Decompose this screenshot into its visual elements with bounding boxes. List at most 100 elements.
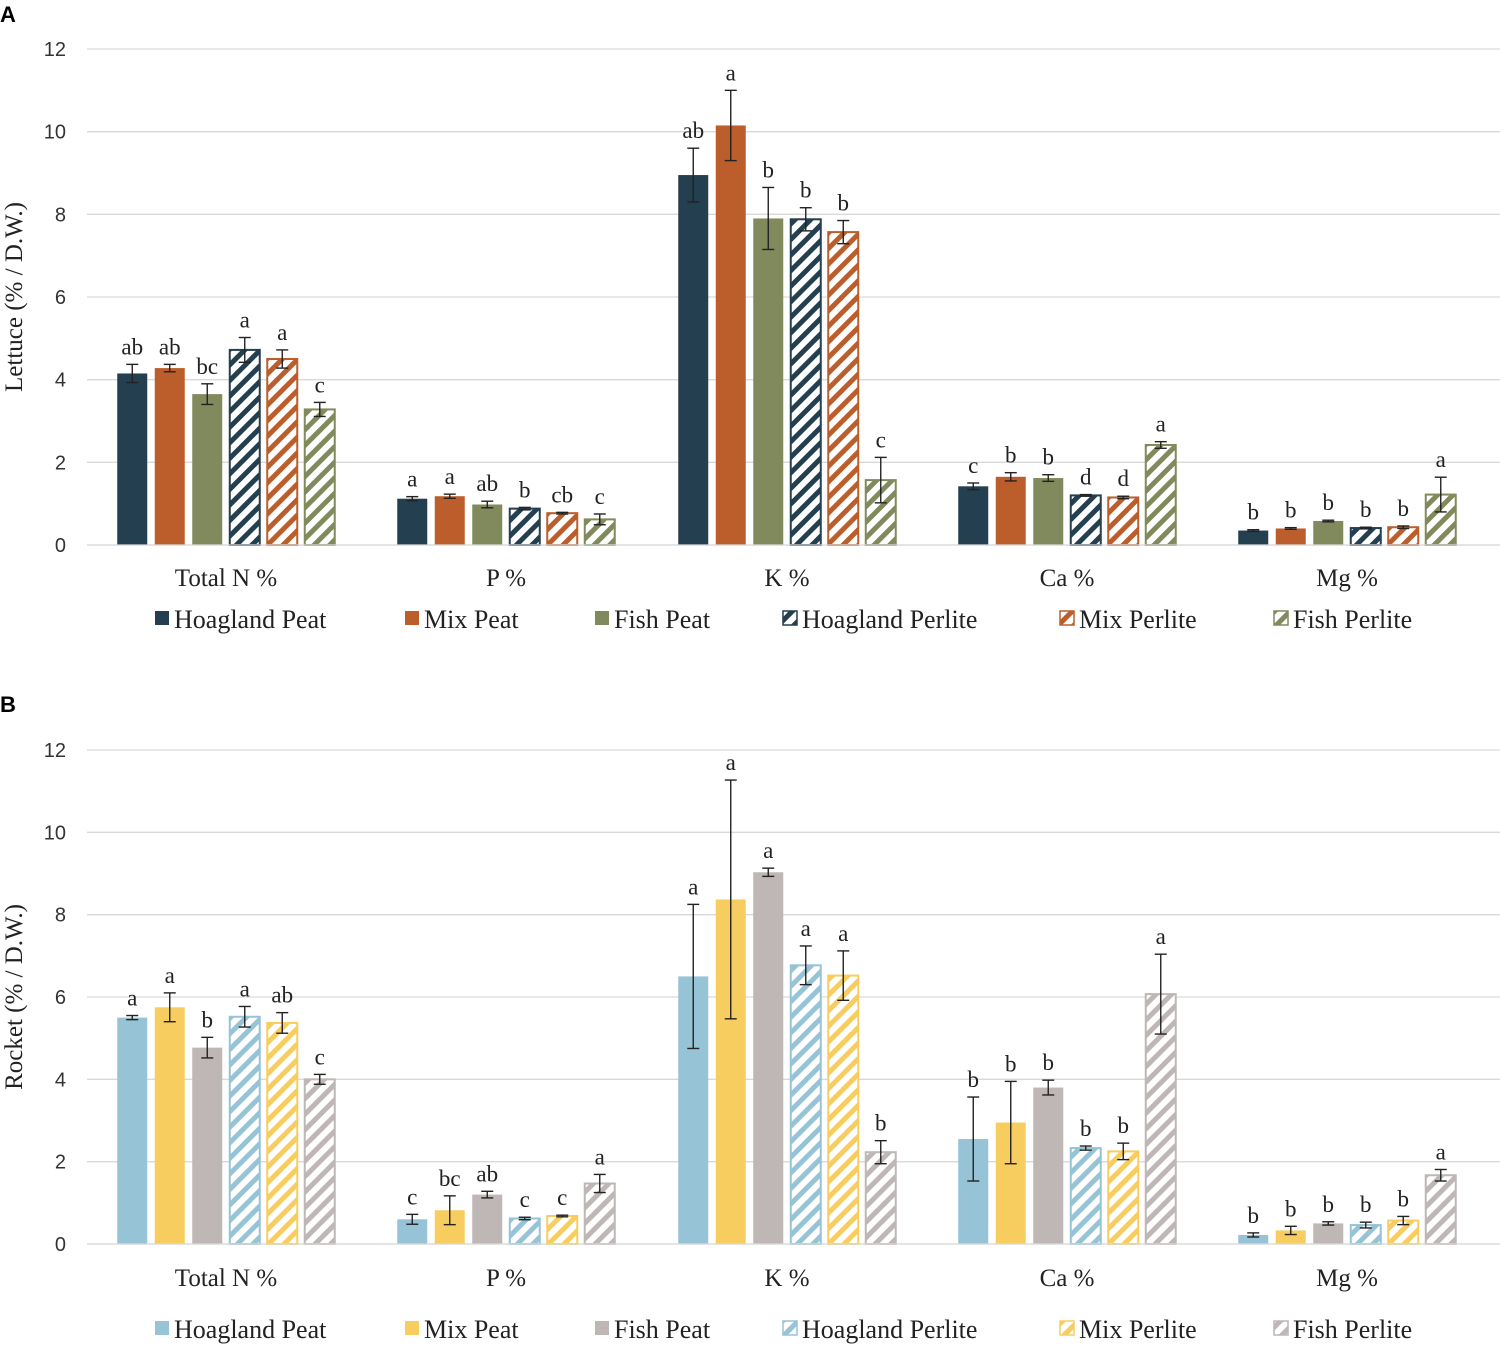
bar-hoagland-peat-mg xyxy=(1238,530,1269,545)
error-bar xyxy=(874,456,887,504)
panel-a-chart: 0 2 4 6 8 10 12 Lettuce (% / D.W.) Total N % P % K… xyxy=(1,39,1500,634)
bar-mix-perlite-k xyxy=(827,231,860,547)
bar-mix-peat-mg xyxy=(1275,528,1306,545)
significance-letter: ab xyxy=(121,334,143,359)
significance-letter: d xyxy=(1118,466,1130,491)
bar-fish-peat-k xyxy=(753,218,784,545)
legend-swatch xyxy=(595,611,609,625)
bar-fish-peat-p xyxy=(472,1194,503,1244)
error-bar xyxy=(518,506,531,511)
legend-label: Mix Peat xyxy=(424,605,519,634)
significance-letter: a xyxy=(726,750,736,775)
bar-fish-perlite-mg xyxy=(1424,1174,1457,1246)
bar-fish-peat-mg xyxy=(1313,521,1344,545)
legend-swatch xyxy=(405,1321,419,1335)
x-category-label: Ca % xyxy=(1040,1265,1095,1292)
bar-hoagland-perlite-mg xyxy=(1349,527,1382,547)
x-category-label: P % xyxy=(486,1265,526,1292)
error-bar xyxy=(238,1005,251,1028)
bar-hoagland-peat-total-n xyxy=(117,373,148,545)
error-bar xyxy=(1284,526,1297,530)
legend-swatch xyxy=(405,611,419,625)
bar-fish-peat-total-n xyxy=(192,1047,223,1244)
error-bar xyxy=(1004,1080,1017,1165)
error-bar xyxy=(1117,495,1130,500)
error-bar xyxy=(1434,476,1447,513)
bar-mix-peat-k xyxy=(715,125,746,545)
significance-letter: c xyxy=(315,1044,325,1069)
significance-letter: d xyxy=(1080,465,1092,490)
error-bar xyxy=(799,207,812,232)
significance-letter: b xyxy=(1005,443,1017,468)
y-tick-label: 0 xyxy=(55,535,66,557)
legend-item-fish-peat: Fish Peat xyxy=(595,1315,711,1344)
bar-mix-perlite-total-n xyxy=(266,1021,299,1245)
error-bar xyxy=(1042,474,1055,483)
bar-mix-perlite-k xyxy=(827,974,860,1245)
bar-mix-peat-total-n xyxy=(154,1007,185,1244)
significance-letter: a xyxy=(801,916,811,941)
significance-letter: a xyxy=(445,464,455,489)
significance-letter: c xyxy=(557,1185,567,1210)
x-category-label: K % xyxy=(764,1265,809,1292)
significance-letter: b xyxy=(1248,500,1260,525)
error-bar xyxy=(313,1073,326,1085)
error-bar xyxy=(1154,440,1167,449)
legend-label: Hoagland Peat xyxy=(174,1315,327,1344)
y-tick-label: 4 xyxy=(55,1069,66,1091)
significance-letter: b xyxy=(1118,1113,1130,1138)
significance-letter: b xyxy=(202,1007,214,1032)
error-bar xyxy=(724,779,737,1020)
bar-mix-perlite-p xyxy=(546,1215,579,1246)
bar-hoagland-perlite-p xyxy=(508,1217,541,1246)
significance-letter: ab xyxy=(159,334,181,359)
bar-fish-peat-ca xyxy=(1033,478,1064,545)
error-bar xyxy=(593,513,606,526)
bar-hoagland-peat-ca xyxy=(958,486,989,545)
significance-letter: a xyxy=(838,921,848,946)
y-tick-label: 0 xyxy=(55,1234,66,1256)
significance-letter: a xyxy=(1436,447,1446,472)
error-bar xyxy=(518,1216,531,1221)
y-tick-label: 2 xyxy=(55,452,66,474)
legend-item-fish-perlite: Fish Perlite xyxy=(1273,605,1412,634)
bar-mix-peat-total-n xyxy=(154,368,185,545)
significance-letter: b xyxy=(800,178,812,203)
x-category-label: Mg % xyxy=(1316,1265,1378,1292)
bar-mix-perlite-total-n xyxy=(266,358,299,546)
legend-label: Fish Perlite xyxy=(1293,1315,1412,1344)
bar-fish-peat-mg xyxy=(1313,1223,1344,1244)
legend-item-hoagland-perlite: Hoagland Perlite xyxy=(782,605,977,634)
legend-item-mix-perlite: Mix Perlite xyxy=(1059,605,1197,634)
legend-item-fish-perlite: Fish Perlite xyxy=(1273,1315,1412,1344)
error-bar xyxy=(1434,1168,1447,1182)
significance-letter: a xyxy=(688,874,698,899)
y-tick-label: 10 xyxy=(44,822,66,844)
error-bar xyxy=(481,500,494,509)
legend-label: Fish Peat xyxy=(614,605,711,634)
legend-item-mix-peat: Mix Peat xyxy=(405,1315,519,1344)
error-bar xyxy=(687,903,700,1050)
significance-letter: a xyxy=(1436,1139,1446,1164)
bar-hoagland-perlite-total-n xyxy=(228,348,261,547)
legend-swatch xyxy=(1273,1320,1289,1336)
error-bar xyxy=(1359,1221,1372,1229)
error-bar xyxy=(967,482,980,491)
significance-letter: ab xyxy=(682,118,704,143)
panel-b-chart: 0 2 4 6 8 10 12 Rocket (% / D.W.) Total N % P % K … xyxy=(1,740,1500,1344)
error-bar xyxy=(687,147,700,203)
bar-hoagland-perlite-k xyxy=(789,964,822,1246)
panel-a-letter: A xyxy=(0,2,16,27)
error-bar xyxy=(593,1173,606,1194)
significance-letter: b xyxy=(1285,1196,1297,1221)
bar-fish-perlite-ca xyxy=(1144,443,1177,546)
bar-hoagland-perlite-total-n xyxy=(228,1015,261,1246)
bar-fish-peat-ca xyxy=(1033,1087,1064,1244)
error-bar xyxy=(1322,1221,1335,1226)
error-bar xyxy=(874,1139,887,1165)
error-bar xyxy=(556,511,569,515)
bar-fish-perlite-total-n xyxy=(303,408,336,546)
bar-hoagland-perlite-ca xyxy=(1069,1147,1102,1245)
error-bar xyxy=(837,219,850,245)
significance-letter: b xyxy=(763,157,775,182)
